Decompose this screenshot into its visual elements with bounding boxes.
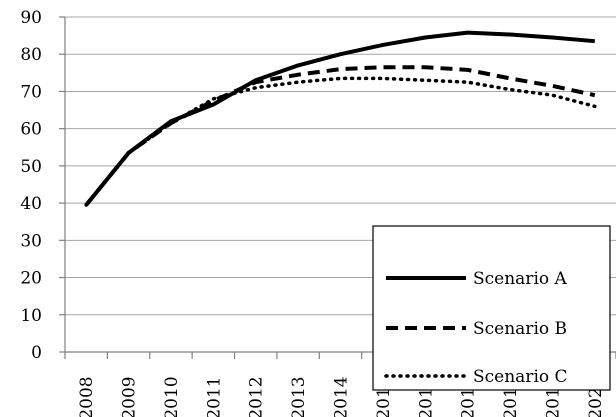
y-tick-label: 90	[20, 8, 42, 28]
y-tick-label: 40	[20, 194, 42, 214]
legend-label-scenario-b: Scenario B	[473, 319, 567, 339]
x-tick-label: 2009	[120, 376, 140, 417]
legend-box	[372, 225, 611, 391]
y-axis-tick-labels: 0 10 20 30 40 50 60 70 80 90	[20, 8, 42, 363]
gridlines	[65, 16, 616, 316]
x-tick-label: 2013	[289, 376, 309, 417]
y-tick-label: 10	[20, 306, 42, 326]
x-tick-label: 2011	[204, 376, 224, 417]
legend-label-scenario-c: Scenario C	[473, 367, 568, 387]
y-tick-label: 80	[20, 45, 42, 65]
y-tick-label: 60	[20, 120, 42, 140]
series-line-scenario-b	[84, 65, 596, 207]
series-line-scenario-a	[84, 30, 595, 207]
legend-label-scenario-a: Scenario A	[473, 269, 568, 289]
x-tick-label: 2012	[247, 376, 267, 417]
y-tick-label: 50	[20, 157, 42, 177]
x-tick-label: 2014	[332, 376, 352, 417]
series-line-scenario-c	[84, 76, 597, 207]
y-tick-label: 20	[20, 269, 42, 289]
y-tick-label: 70	[20, 82, 42, 102]
y-tick-label: 0	[31, 343, 42, 363]
series-lines	[84, 30, 597, 207]
x-tick-label: 2010	[162, 376, 182, 417]
x-tick-label: 2008	[77, 376, 97, 417]
y-tick-label: 30	[20, 231, 42, 251]
legend: Scenario A Scenario B Scenario C	[372, 225, 611, 391]
